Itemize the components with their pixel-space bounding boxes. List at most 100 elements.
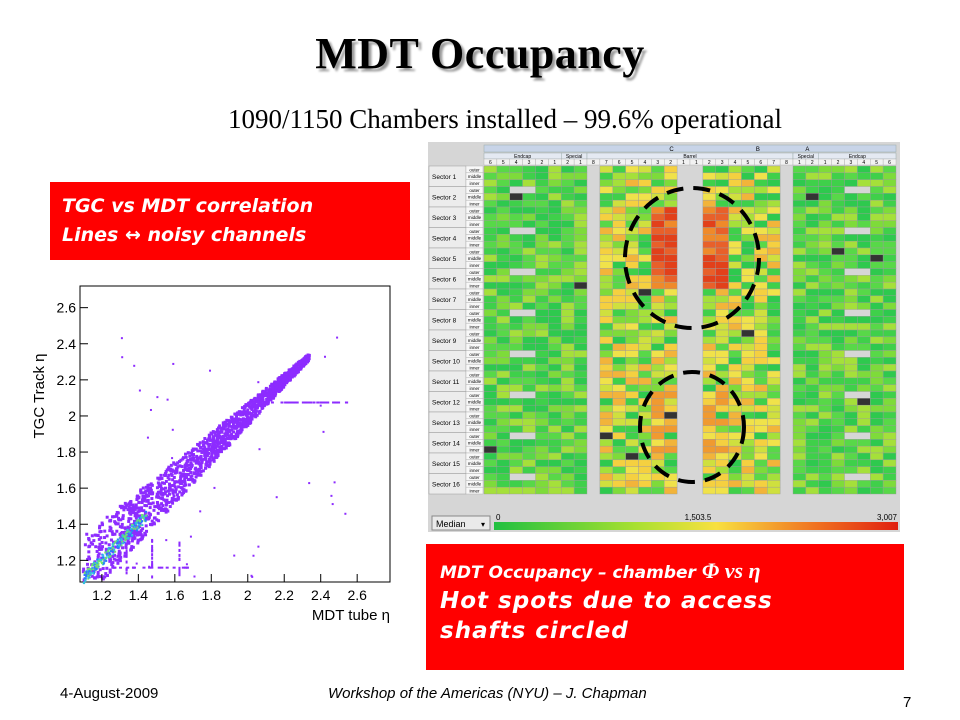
heatmap-cell xyxy=(844,329,858,338)
heatmap-cell xyxy=(792,480,807,488)
heatmap-cell xyxy=(573,418,588,426)
heatmap-cell xyxy=(792,261,807,269)
scatter-point xyxy=(223,437,227,441)
scatter-point xyxy=(180,479,184,483)
heatmap-cell xyxy=(715,295,729,303)
heatmap-cell xyxy=(535,247,549,256)
scatter-point xyxy=(307,353,311,357)
scatter-point xyxy=(147,502,151,506)
heatmap-cell xyxy=(767,165,781,174)
scatter-point xyxy=(253,396,257,400)
heatmap-cell xyxy=(638,220,652,228)
heatmap-cell xyxy=(573,363,588,372)
heatmap-cell xyxy=(805,452,819,461)
heatmap-cell xyxy=(548,247,562,256)
heatmap-cell xyxy=(818,227,832,235)
heatmap-cell xyxy=(548,302,562,310)
heatmap-cell xyxy=(818,418,832,426)
scatter-point xyxy=(220,427,224,431)
heatmap-cell xyxy=(625,199,639,208)
heatmap-cell xyxy=(728,206,742,215)
layer-label: middle xyxy=(468,461,482,466)
noisy-line-point xyxy=(280,401,284,404)
heatmap-cell xyxy=(573,384,588,392)
noisy-line-point xyxy=(125,560,128,564)
scatter-point xyxy=(174,467,178,471)
heatmap-cell xyxy=(818,357,832,365)
heatmap-cell xyxy=(509,459,523,467)
scatter-outlier xyxy=(185,563,188,566)
heatmap-cell xyxy=(805,213,819,221)
heatmap-cell xyxy=(664,486,678,495)
scatter-point xyxy=(82,567,86,571)
scatter-point xyxy=(133,511,137,515)
layer-label: outer xyxy=(469,229,480,234)
heatmap-cell xyxy=(509,418,523,426)
layer-label: inner xyxy=(469,448,480,453)
scatter-point xyxy=(159,489,163,493)
heatmap-cell xyxy=(805,329,819,338)
heatmap-cell xyxy=(882,377,897,385)
scatter-dense-point xyxy=(137,522,140,525)
heatmap-cell xyxy=(573,480,588,488)
heatmap-cell xyxy=(535,220,549,228)
heatmap-cell xyxy=(483,343,498,351)
heatmap-cell xyxy=(805,309,819,317)
heatmap-cell xyxy=(857,425,871,433)
scatter-outlier xyxy=(135,562,138,565)
heatmap-cell xyxy=(754,247,768,256)
heatmap-cell xyxy=(741,193,755,201)
heatmap-cell xyxy=(561,302,575,310)
heatmap-cell xyxy=(548,240,562,249)
heatmap-cell xyxy=(561,370,575,379)
scatter-point xyxy=(270,382,274,386)
heatmap-cell xyxy=(573,466,588,474)
heatmap-cell xyxy=(651,432,665,440)
heatmap-cell xyxy=(548,459,562,467)
scatter-point xyxy=(87,555,91,559)
heatmap-cell xyxy=(767,370,781,379)
scatter-point xyxy=(264,394,268,398)
heatmap-cell xyxy=(483,404,498,413)
heatmap-cell xyxy=(754,445,768,454)
scatter-point xyxy=(182,484,186,488)
scatter-point xyxy=(96,534,100,538)
heatmap-cell xyxy=(638,172,652,180)
scatter-point xyxy=(203,447,207,451)
scatter-dense-point xyxy=(86,568,89,571)
scale-mode-select[interactable] xyxy=(431,515,491,531)
heatmap-cell xyxy=(638,363,652,372)
heatmap-cell xyxy=(496,357,510,365)
heatmap-cell xyxy=(792,247,807,256)
heatmap-cell xyxy=(599,370,613,379)
heatmap-cell xyxy=(702,350,716,358)
scatter-point xyxy=(114,545,118,549)
heatmap-cell xyxy=(805,240,819,249)
scatter-outlier xyxy=(199,510,202,513)
heatmap-cell xyxy=(573,329,588,338)
heatmap-cell xyxy=(548,234,562,242)
scatter-dense-point xyxy=(138,524,141,527)
heatmap-cell xyxy=(599,418,613,426)
heatmap-cell xyxy=(792,220,807,228)
heatmap-cell xyxy=(857,179,871,187)
heatmap-cell xyxy=(535,261,549,269)
sector-label: Sector 7 xyxy=(432,297,457,304)
heatmap-cell xyxy=(548,165,562,174)
heatmap-cell xyxy=(792,439,807,447)
scatter-point xyxy=(208,448,212,452)
scatter-point xyxy=(141,486,145,490)
heatmap-cell xyxy=(754,281,768,290)
layer-label: inner xyxy=(469,243,480,248)
heatmap-cell xyxy=(741,398,755,406)
heatmap-cell xyxy=(805,316,819,324)
heatmap-cell xyxy=(561,377,575,385)
scatter-point xyxy=(215,455,219,459)
heatmap-cell xyxy=(548,193,562,201)
scatter-point xyxy=(175,493,179,497)
heatmap-cell xyxy=(767,329,781,338)
noisy-line-point xyxy=(125,571,128,575)
scatter-point xyxy=(136,541,140,545)
heatmap-cell xyxy=(728,227,742,235)
